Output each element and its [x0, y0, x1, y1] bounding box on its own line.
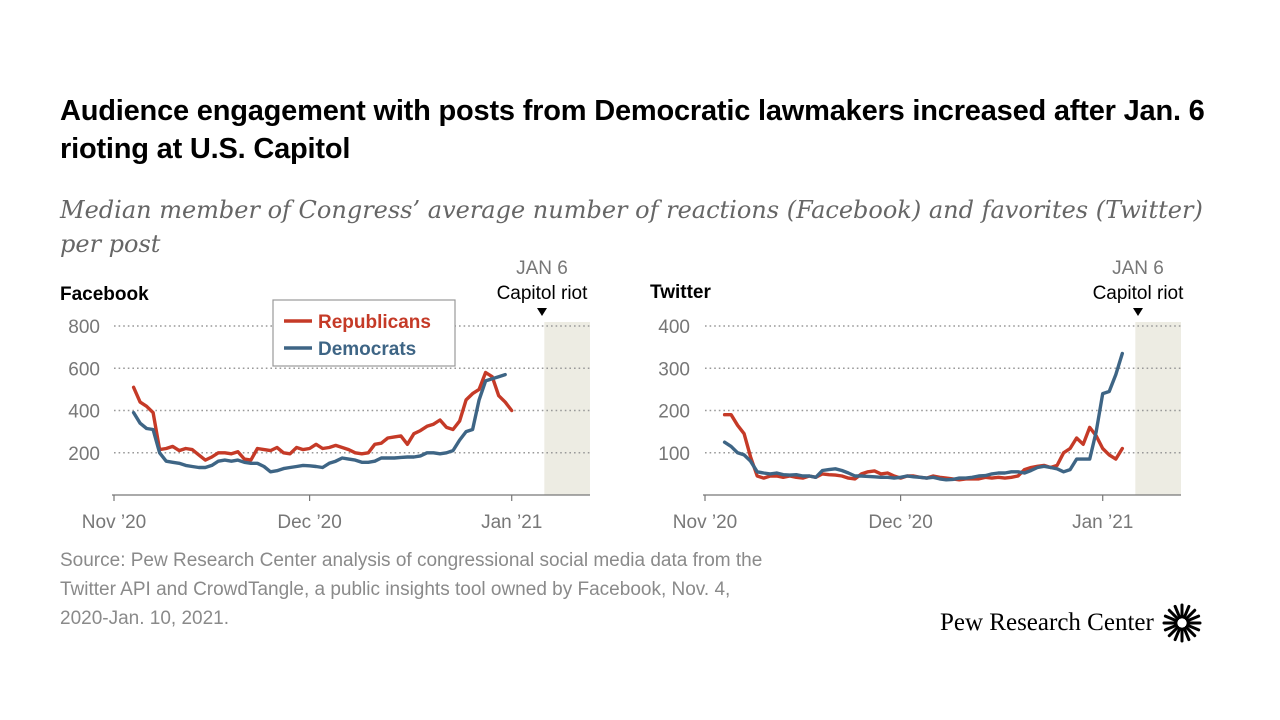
sunburst-ray	[1163, 614, 1178, 623]
twitter-annotation-date: JAN 6	[1112, 258, 1164, 279]
twitter-x-tick-label: Jan ’21	[1072, 512, 1133, 533]
twitter-y-tick-label: 200	[658, 402, 690, 423]
twitter-shaded-region	[1135, 322, 1181, 495]
facebook-y-tick-label: 600	[68, 359, 100, 380]
facebook-x-tick-label: Nov ’20	[82, 512, 146, 533]
twitter-annotation-arrow	[1133, 308, 1143, 316]
sunburst-ray	[1163, 623, 1178, 632]
facebook-shaded-region	[544, 322, 590, 495]
twitter-panel-title: Twitter	[650, 282, 711, 303]
facebook-annotation-arrow	[537, 308, 547, 316]
sunburst-icon	[1162, 603, 1202, 643]
legend-box	[272, 299, 456, 367]
twitter-series-democrats	[722, 351, 1125, 482]
sunburst-ray	[1184, 608, 1197, 621]
sunburst-ray	[1184, 625, 1197, 638]
brand-name: Pew Research Center	[940, 609, 1154, 636]
twitter-annotation-label: Capitol riot	[1093, 283, 1185, 304]
page-subtitle: Median member of Congress’ average numbe…	[60, 196, 1203, 258]
legend-label-republicans: Republicans	[318, 312, 431, 333]
sunburst-ray	[1185, 614, 1200, 623]
facebook-x-tick-label: Dec ’20	[277, 512, 341, 533]
brand-logo: Pew Research Center	[940, 603, 1202, 643]
sunburst-ray	[1182, 627, 1191, 642]
facebook-panel-title: Facebook	[60, 284, 149, 305]
facebook-y-tick-label: 400	[68, 402, 100, 423]
facebook-y-tick-label: 800	[68, 317, 100, 338]
facebook-y-tick-label: 200	[68, 444, 100, 465]
twitter-x-tick-label: Dec ’20	[868, 512, 932, 533]
sunburst-ray	[1173, 627, 1182, 642]
sunburst-ray	[1167, 625, 1180, 638]
facebook-series-republicans	[131, 370, 514, 462]
facebook-x-tick-label: Jan ’21	[481, 512, 542, 533]
sunburst-ray	[1173, 604, 1182, 619]
legend-label-democrats: Democrats	[318, 339, 416, 360]
facebook-annotation-label: Capitol riot	[497, 283, 589, 304]
facebook-annotation-date: JAN 6	[516, 258, 568, 279]
page-title: Audience engagement with posts from Demo…	[60, 95, 1205, 165]
sunburst-ray	[1185, 623, 1200, 632]
twitter-y-tick-label: 100	[658, 444, 690, 465]
sunburst-ray	[1182, 604, 1191, 619]
sunburst-ray	[1167, 608, 1180, 621]
twitter-y-tick-label: 400	[658, 317, 690, 338]
twitter-x-tick-label: Nov ’20	[673, 512, 737, 533]
twitter-y-tick-label: 300	[658, 359, 690, 380]
facebook-series-democrats	[131, 372, 507, 474]
source-note: Source: Pew Research Center analysis of …	[60, 550, 763, 629]
